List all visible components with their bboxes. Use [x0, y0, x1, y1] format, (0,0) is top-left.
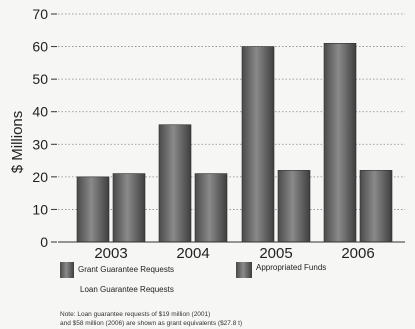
legend-swatch-grant — [60, 262, 74, 278]
bar-grant-2005 — [241, 46, 275, 243]
bar-grant-2003 — [76, 176, 110, 243]
legend-label-grant: Grant Guarantee Requests — [78, 265, 174, 274]
bar-appropriated-2003 — [112, 173, 146, 243]
y-tick-label: 30 — [32, 136, 48, 152]
bar-appropriated-2004 — [194, 173, 228, 243]
y-tick-label: 60 — [32, 39, 48, 55]
legend-swatch-appropriated — [236, 262, 252, 278]
bar-grant-2006 — [323, 43, 357, 243]
x-tick-label: 2006 — [341, 245, 374, 262]
y-tick-labels: 0 10 20 30 40 50 60 70 — [32, 6, 57, 250]
bar-appropriated-2006 — [359, 170, 393, 243]
y-tick-label: 40 — [32, 104, 48, 120]
y-axis-label: $ Millions — [9, 111, 26, 174]
x-tick-label: 2005 — [259, 245, 292, 262]
note-line-1: Note: Loan guarantee requests of $19 mil… — [60, 311, 210, 318]
y-tick-label: 0 — [40, 234, 48, 250]
note: Note: Loan guarantee requests of $19 mil… — [60, 311, 242, 327]
x-tick-labels: 2003 2004 2005 2006 — [94, 245, 374, 262]
x-tick-label: 2004 — [176, 245, 209, 262]
legend-label-appropriated: Appropriated Funds — [256, 263, 326, 272]
bars — [76, 43, 393, 243]
y-tick-label: 70 — [32, 6, 48, 22]
legend-label-loan: Loan Guarantee Requests — [80, 285, 174, 294]
bar-grant-2004 — [158, 124, 192, 243]
bar-appropriated-2005 — [277, 170, 311, 243]
y-tick-label: 10 — [32, 201, 48, 217]
y-tick-label: 50 — [32, 71, 48, 87]
y-tick-label: 20 — [32, 169, 48, 185]
legend: Grant Guarantee Requests Appropriated Fu… — [60, 262, 326, 294]
note-line-2: and $58 million (2006) are shown as gran… — [60, 320, 242, 327]
x-tick-label: 2003 — [94, 245, 127, 262]
